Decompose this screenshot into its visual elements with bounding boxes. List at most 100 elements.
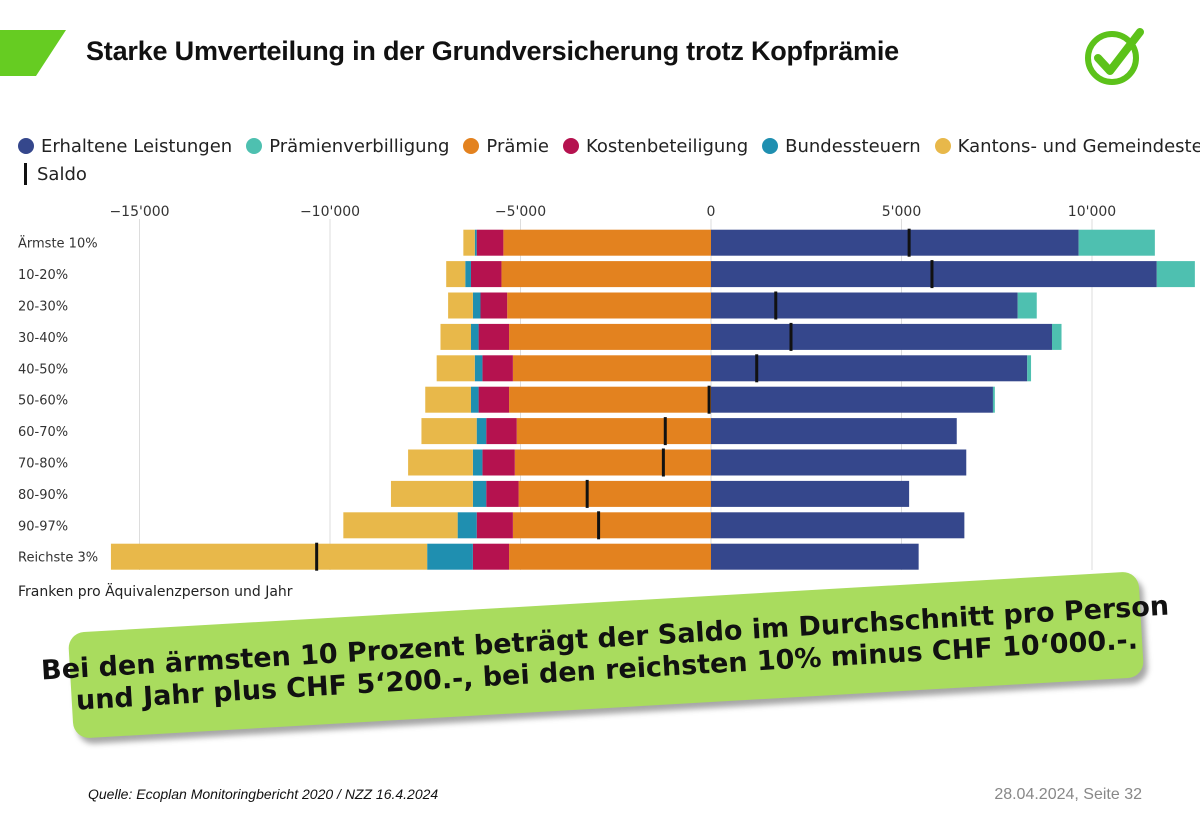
bar-segment [440, 323, 471, 350]
bar-segment [501, 261, 711, 288]
bar-segment [480, 292, 508, 319]
legend-label: Prämienverbilligung [269, 135, 450, 157]
bar-segment [992, 386, 995, 413]
bar-segment [472, 480, 487, 507]
bar-segment [1156, 261, 1195, 288]
legend-row-1: Erhaltene Leistungen Prämienverbilligung… [18, 132, 1200, 160]
legend-swatch [762, 138, 779, 154]
bar-segment [476, 229, 504, 256]
bar-segment [421, 418, 477, 445]
bar-segment [478, 323, 510, 350]
chart-legend: Erhaltene Leistungen Prämienverbilligung… [18, 132, 1200, 188]
bar-segment [425, 386, 471, 413]
source-note: Quelle: Ecoplan Monitoringbericht 2020 /… [88, 786, 439, 802]
bar-segment [507, 292, 711, 319]
bar-segment [711, 323, 1052, 350]
bar-segment [514, 449, 711, 476]
legend-swatch [18, 138, 34, 154]
legend-item-bundessteuern: Bundessteuern [762, 136, 921, 157]
legend-label: Saldo [37, 163, 87, 185]
x-tick-label: −10'000 [300, 204, 360, 220]
legend-swatch [562, 138, 579, 154]
legend-item-praemie: Prämie [463, 136, 549, 157]
axis-caption: Franken pro Äquivalenzperson und Jahr [18, 584, 293, 600]
legend-swatch [934, 138, 951, 154]
bar-segment [478, 386, 510, 413]
x-tick-label: 10'000 [1068, 204, 1116, 220]
bar-segment [711, 449, 967, 476]
bar-segment [457, 512, 477, 539]
bar-segment [472, 543, 510, 570]
x-tick-label: 5'000 [882, 204, 921, 220]
bar-segment [486, 418, 517, 445]
legend-label: Kostenbeteiligung [585, 135, 749, 157]
bar-segment [448, 292, 473, 319]
category-label: 90-97% [18, 519, 68, 534]
bar-segment [474, 229, 477, 256]
category-label: 10-20% [18, 268, 68, 283]
bar-segment [711, 355, 1028, 382]
bar-segment [486, 480, 519, 507]
legend-label: Bundessteuern [785, 135, 921, 157]
bar-segment [711, 292, 1018, 319]
bar-segment [474, 355, 483, 382]
category-label: Reichste 3% [18, 551, 98, 566]
bar-segment [503, 229, 711, 256]
bar-segment [476, 512, 513, 539]
x-tick-label: 0 [707, 204, 716, 220]
category-label: 80-90% [18, 488, 68, 503]
category-label: 20-30% [18, 300, 68, 315]
bar-segment [470, 386, 479, 413]
legend-item-saldo: Saldo [18, 163, 87, 185]
bar-segment [518, 480, 711, 507]
bar-segment [1078, 229, 1155, 256]
category-label: 30-40% [18, 331, 68, 346]
legend-item-kantonssteuern: Kantons- und Gemeindesteuern [934, 135, 1200, 157]
category-label: 70-80% [18, 457, 68, 472]
bar-segment [470, 323, 479, 350]
legend-saldo-line [24, 163, 27, 185]
bar-segment [436, 355, 475, 382]
bar-segment [509, 323, 711, 350]
legend-label: Erhaltene Leistungen [41, 135, 233, 157]
bar-segment [512, 512, 711, 539]
bar-segment [1051, 323, 1062, 350]
bar-segment [1027, 355, 1032, 382]
category-label: 40-50% [18, 362, 68, 377]
bar-segment [408, 449, 473, 476]
bar-segment [516, 418, 711, 445]
slide-title: Starke Umverteilung in der Grundversiche… [86, 36, 899, 66]
stacked-bar-chart: −15'000 −10'000 −5'000 0 5'000 10'000 Ärmste 1… [18, 204, 1195, 571]
date-page-number: 28.04.2024, Seite 32 [994, 786, 1142, 803]
bar-segment [711, 480, 910, 507]
legend-row-2: Saldo [18, 160, 1188, 188]
legend-swatch [246, 138, 263, 154]
bar-segment [427, 543, 473, 570]
category-label: Ärmste 10% [18, 236, 98, 252]
bar-segment [509, 386, 711, 413]
category-label: 60-70% [18, 425, 68, 440]
legend-label: Kantons- und Gemeindesteuern [957, 135, 1200, 157]
bar-segment [343, 512, 458, 539]
bar-segment [472, 449, 483, 476]
bar-segment [1017, 292, 1037, 319]
check-circle-icon [1085, 28, 1144, 85]
legend-swatch [463, 138, 480, 154]
bar-segment [446, 261, 466, 288]
bar-segment [463, 229, 475, 256]
bar-segment [711, 229, 1079, 256]
bar-segment [711, 418, 957, 445]
bar-segment [110, 543, 428, 570]
legend-label: Prämie [486, 135, 549, 157]
bar-segment [509, 543, 711, 570]
header-accent-shape [0, 30, 66, 76]
bar-segment [711, 386, 993, 413]
bar-segment [472, 292, 481, 319]
category-label: 50-60% [18, 394, 68, 409]
bar-segment [512, 355, 711, 382]
bar-segment [390, 480, 473, 507]
legend-item-praemienverbilligung: Prämienverbilligung [246, 136, 449, 157]
legend-item-kostenbeteiligung: Kostenbeteiligung [562, 135, 749, 157]
bar-segment [711, 261, 1157, 288]
bar-segment [476, 418, 487, 445]
